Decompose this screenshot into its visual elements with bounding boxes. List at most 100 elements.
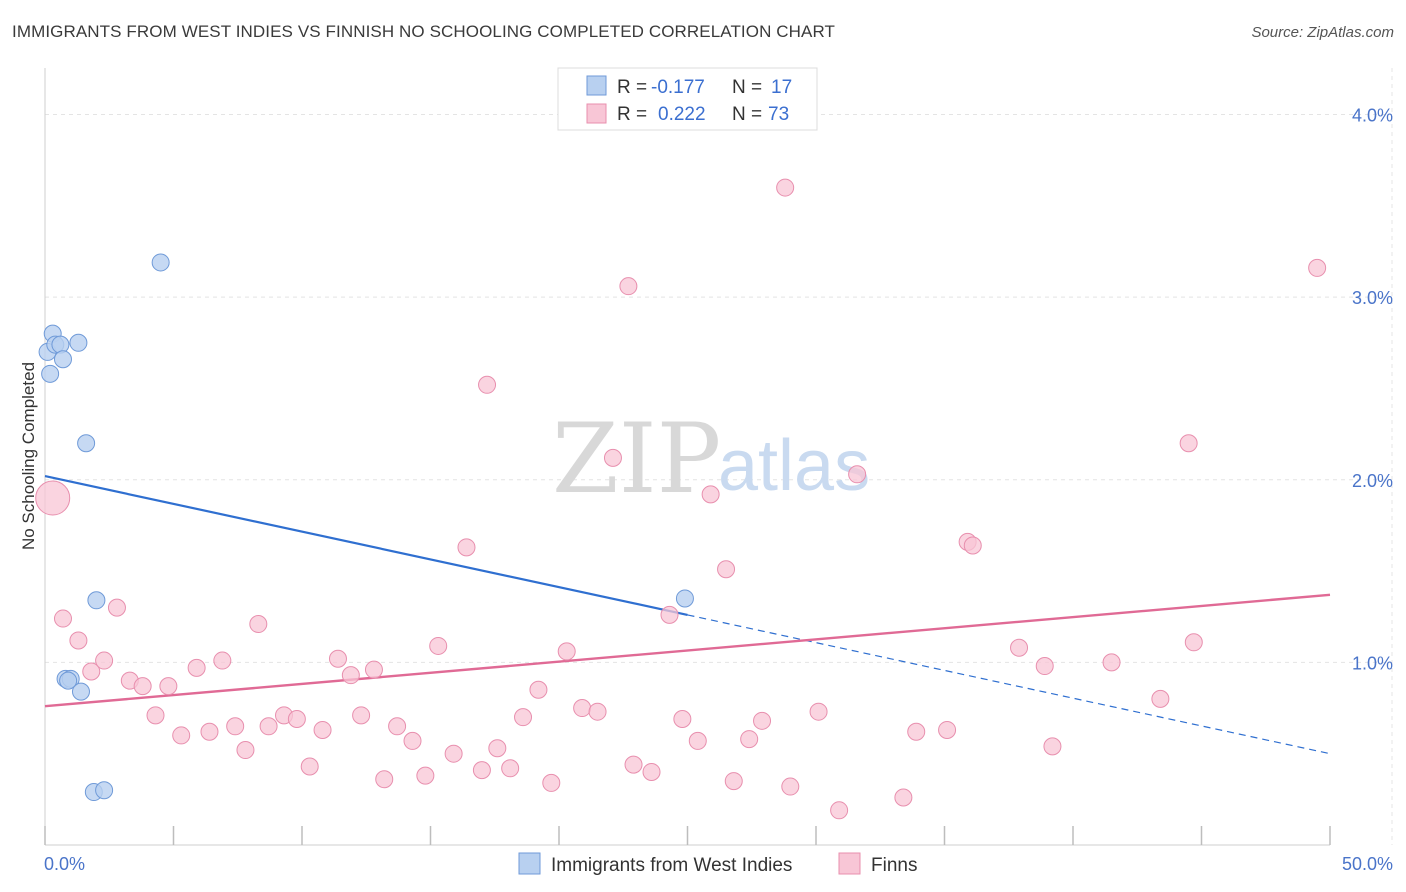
finns-point: [249, 615, 268, 634]
west-indies-point: [51, 335, 70, 354]
west-indies-point: [71, 682, 90, 701]
legend-swatch-pink: [586, 103, 607, 124]
finns-points: [35, 178, 1327, 820]
finns-point: [159, 677, 178, 696]
finns-point: [938, 720, 957, 739]
finns-point: [1308, 258, 1327, 277]
west-indies-point: [675, 589, 694, 608]
finns-point: [35, 480, 71, 516]
finns-point: [375, 770, 394, 789]
finns-point: [133, 677, 152, 696]
finns-point: [287, 709, 306, 728]
finns-point: [673, 709, 692, 728]
x-tick-label-min: 0.0%: [44, 854, 85, 874]
finns-point: [53, 609, 72, 628]
x-tick-label-max: 50.0%: [1342, 854, 1393, 874]
legend-n-label-2: N =: [732, 104, 762, 125]
finns-point: [200, 722, 219, 741]
series-legend-label-blue: Immigrants from West Indies: [551, 855, 792, 876]
legend-n-label-1: N =: [732, 77, 762, 98]
west-indies-point: [95, 781, 114, 800]
finns-point: [894, 788, 913, 807]
west-indies-point: [59, 671, 78, 690]
finns-point: [501, 759, 520, 778]
legend-swatch-blue: [586, 75, 607, 96]
finns-point: [146, 706, 165, 725]
watermark: ZIP atlas: [552, 403, 870, 515]
finns-point: [809, 702, 828, 721]
legend-r-label-1: R =: [617, 77, 647, 98]
finns-point: [341, 666, 360, 685]
finns-point: [603, 448, 622, 467]
finns-point: [781, 777, 800, 796]
west-indies-point: [77, 434, 96, 453]
finns-point: [1102, 653, 1121, 672]
finns-point: [907, 722, 926, 741]
finns-point: [1179, 434, 1198, 453]
finns-point: [478, 375, 497, 394]
finns-point: [236, 741, 255, 760]
series-legend-swatch-pink: [838, 852, 861, 875]
finns-point: [1151, 689, 1170, 708]
x-ticks: [44, 826, 1331, 845]
finns-point: [776, 178, 795, 197]
finns-point: [364, 660, 383, 679]
finns-point: [352, 706, 371, 725]
finns-point: [542, 773, 561, 792]
finns-point: [848, 465, 867, 484]
finns-point: [457, 538, 476, 557]
trend-line-finns: [44, 593, 1331, 708]
finns-point: [107, 598, 126, 617]
finns-point: [416, 766, 435, 785]
finns-point: [688, 731, 707, 750]
trend-line-west-indies: [44, 475, 688, 616]
finns-point: [642, 762, 661, 781]
finns-point: [619, 277, 638, 296]
finns-point: [69, 631, 88, 650]
finns-point: [328, 649, 347, 668]
finns-point: [588, 702, 607, 721]
finns-point: [172, 726, 191, 745]
finns-point: [403, 731, 422, 750]
y-tick-label-3: 4.0%: [1352, 106, 1393, 126]
finns-point: [213, 651, 232, 670]
finns-point: [753, 711, 772, 730]
y-axis-label: No Schooling Completed: [19, 362, 38, 550]
west-indies-points: [38, 253, 694, 802]
finns-point: [724, 772, 743, 791]
legend-r-value-1: -0.177: [651, 77, 705, 98]
finns-point: [573, 699, 592, 718]
finns-point: [660, 605, 679, 624]
finns-point: [740, 730, 759, 749]
finns-point: [187, 658, 206, 677]
finns-point: [444, 744, 463, 763]
finns-point: [830, 801, 849, 820]
west-indies-point: [53, 350, 72, 369]
y-tick-label-2: 3.0%: [1352, 288, 1393, 308]
finns-point: [529, 680, 548, 699]
finns-point: [1043, 737, 1062, 756]
finns-point: [388, 717, 407, 736]
source-label: Source: ZipAtlas.com: [1251, 24, 1394, 41]
finns-point: [1035, 657, 1054, 676]
y-tick-labels: 1.0% 2.0% 3.0% 4.0%: [1352, 106, 1393, 674]
series-legend-label-pink: Finns: [871, 855, 917, 876]
trend-line-west-indies-extension: [687, 614, 1331, 755]
finns-point: [226, 717, 245, 736]
series-legend: Immigrants from West Indies Finns: [518, 852, 917, 876]
legend-n-value-1: 17: [771, 77, 792, 98]
finns-point: [472, 761, 491, 780]
y-tick-label-0: 1.0%: [1352, 653, 1393, 673]
west-indies-point: [69, 333, 88, 352]
finns-point: [514, 708, 533, 727]
finns-point: [313, 720, 332, 739]
finns-point: [717, 560, 736, 579]
watermark-atlas: atlas: [718, 426, 870, 506]
west-indies-point: [41, 364, 60, 383]
legend-r-value-2: 0.222: [658, 104, 706, 125]
finns-point: [701, 485, 720, 504]
correlation-legend: R = -0.177 N = 17 R = 0.222 N = 73: [557, 67, 818, 131]
finns-point: [429, 636, 448, 655]
finns-point: [95, 651, 114, 670]
